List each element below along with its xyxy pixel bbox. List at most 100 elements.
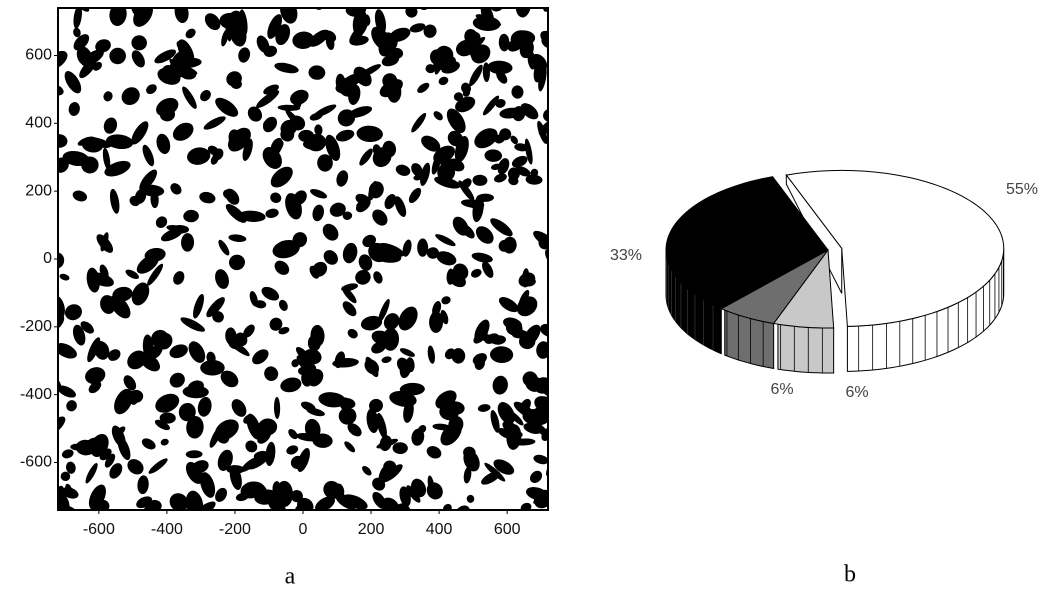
blob: [130, 34, 148, 51]
blob: [452, 502, 474, 524]
blob: [68, 101, 81, 117]
blob: [105, 133, 134, 151]
blob: [496, 294, 521, 315]
blob: [160, 438, 170, 447]
blob: [41, 413, 69, 440]
blob: [186, 450, 203, 458]
blob: [269, 191, 283, 205]
blob: [102, 90, 114, 103]
blob: [308, 335, 321, 352]
blob: [537, 27, 562, 51]
blob: [186, 146, 212, 167]
caption: a: [285, 564, 296, 590]
blob: [440, 295, 452, 306]
blob: [184, 27, 198, 41]
blob: [467, 63, 485, 88]
figure: -600-400-2000200400600-600-400-200020040…: [0, 0, 1046, 591]
blob: [490, 346, 514, 364]
blob: [108, 188, 121, 214]
blob: [417, 239, 428, 257]
blob: [547, 282, 563, 305]
blob: [480, 260, 496, 280]
blob: [71, 189, 88, 204]
blob: [484, 149, 502, 162]
blob: [265, 208, 280, 220]
x-tick-label: -200: [219, 521, 251, 538]
blob: [121, 373, 139, 393]
blob: [191, 293, 207, 320]
blob: [249, 346, 271, 367]
blob: [140, 143, 156, 167]
blob: [425, 444, 444, 461]
blob: [196, 396, 213, 418]
blob: [434, 232, 457, 248]
blob: [213, 486, 230, 504]
blob: [549, 390, 565, 404]
blob: [378, 434, 393, 452]
blob: [540, 0, 560, 14]
blob: [528, 468, 545, 485]
y-tick-label: 0: [43, 250, 52, 267]
blob: [543, 248, 556, 266]
blob: [427, 345, 437, 364]
blob: [259, 284, 281, 303]
blob: [381, 355, 393, 364]
blob: [335, 169, 350, 188]
blob: [432, 109, 445, 122]
blob: [181, 233, 194, 252]
blob: [308, 65, 326, 81]
blob: [311, 204, 326, 223]
blob: [154, 132, 172, 155]
blob: [180, 85, 200, 111]
blob: [471, 124, 502, 152]
x-tick-label: 0: [299, 521, 308, 538]
value-label: 33%: [610, 247, 642, 264]
blob: [202, 114, 227, 132]
blob: [543, 453, 562, 478]
y-tick-label: 200: [25, 182, 52, 199]
blob: [341, 241, 359, 264]
blob: [279, 375, 303, 394]
blob: [471, 251, 494, 264]
blob: [45, 82, 65, 98]
blob: [50, 133, 68, 149]
binary-image: [37, 0, 568, 529]
x-tick-label: 600: [494, 521, 521, 538]
blob: [312, 0, 325, 11]
blob: [343, 440, 357, 454]
blob: [546, 93, 565, 112]
x-tick-label: 400: [426, 521, 453, 538]
value-label: 6%: [770, 381, 793, 398]
blob: [198, 88, 213, 104]
blob: [409, 111, 428, 134]
blob: [228, 234, 247, 243]
blob: [360, 0, 380, 7]
blob: [179, 315, 207, 335]
blob: [319, 221, 341, 244]
blob: [52, 340, 79, 362]
blob: [65, 399, 79, 413]
blob: [108, 2, 128, 27]
blob: [369, 206, 390, 228]
blob: [394, 163, 412, 178]
caption: b: [844, 562, 856, 588]
blob: [309, 187, 329, 200]
blob: [61, 448, 75, 460]
y-tick-label: -200: [20, 318, 52, 335]
x-tick-label: -600: [83, 521, 115, 538]
blob: [129, 48, 148, 70]
blob: [477, 403, 491, 413]
blob: [185, 339, 208, 366]
blob: [441, 502, 454, 515]
blob: [346, 327, 360, 341]
blob: [37, 229, 58, 250]
blob: [171, 269, 186, 286]
y-tick-label: 600: [25, 47, 52, 64]
blob: [532, 453, 549, 466]
blob: [173, 1, 190, 24]
blob: [144, 82, 159, 96]
blob: [140, 436, 158, 452]
blob: [262, 364, 280, 383]
blob: [59, 273, 71, 282]
x-tick-label: 200: [358, 521, 385, 538]
